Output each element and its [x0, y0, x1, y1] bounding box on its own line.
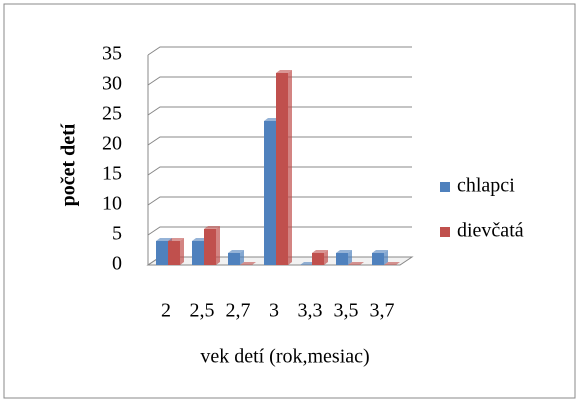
bar-side [216, 226, 220, 265]
bar-top [312, 250, 328, 253]
grid-line [147, 226, 412, 236]
y-axis-title: počet detí [58, 123, 80, 206]
bar [312, 253, 324, 265]
y-tick-label: 20 [102, 133, 122, 155]
x-tick-label: 3,5 [334, 300, 359, 322]
grid-line [147, 196, 412, 206]
bar [156, 241, 168, 265]
x-tick-label: 2,5 [190, 300, 215, 322]
legend-label: chlapci [457, 175, 515, 197]
bar-side [384, 250, 388, 265]
y-tick-label: 30 [102, 73, 122, 95]
legend-label: dievčatá [457, 220, 524, 242]
legend-swatch [440, 227, 450, 237]
x-tick-label: 2,7 [226, 300, 251, 322]
x-axis-title: vek detí (rok,mesiac) [200, 346, 369, 368]
y-tick-label: 25 [102, 103, 122, 125]
bar-top [156, 238, 172, 241]
x-tick-label: 3,3 [298, 300, 323, 322]
bar-side [324, 250, 328, 265]
bar [204, 229, 216, 265]
bar-top [384, 262, 400, 265]
bar-top [168, 238, 184, 241]
legend-swatch [440, 182, 450, 192]
bar-top [372, 250, 388, 253]
y-tick-label: 10 [102, 193, 122, 215]
bar [192, 241, 204, 265]
grid-line [147, 46, 412, 56]
y-tick-label: 5 [112, 223, 122, 245]
x-tick-label: 2 [161, 300, 171, 322]
bar-top [348, 262, 364, 265]
y-tick-label: 0 [112, 253, 122, 275]
grid-line [147, 76, 412, 86]
bar-top [336, 250, 352, 253]
grid-line [147, 166, 412, 176]
y-tick-label: 15 [102, 163, 122, 185]
bar-top [240, 262, 256, 265]
x-tick-label: 3 [269, 300, 279, 322]
bar-top [276, 70, 292, 73]
bar [336, 253, 348, 265]
y-tick-label: 35 [102, 43, 122, 65]
bar-side [288, 70, 292, 265]
bar-side [180, 238, 184, 265]
grid-line [147, 106, 412, 116]
x-tick-label: 3,7 [370, 300, 395, 322]
bar [276, 73, 288, 265]
bar [372, 253, 384, 265]
bar-top [204, 226, 220, 229]
grid-line [147, 136, 412, 146]
bar-side [348, 250, 352, 265]
bar [264, 121, 276, 265]
bar [228, 253, 240, 265]
bar-top [228, 250, 244, 253]
bar [168, 241, 180, 265]
bar-side [240, 250, 244, 265]
